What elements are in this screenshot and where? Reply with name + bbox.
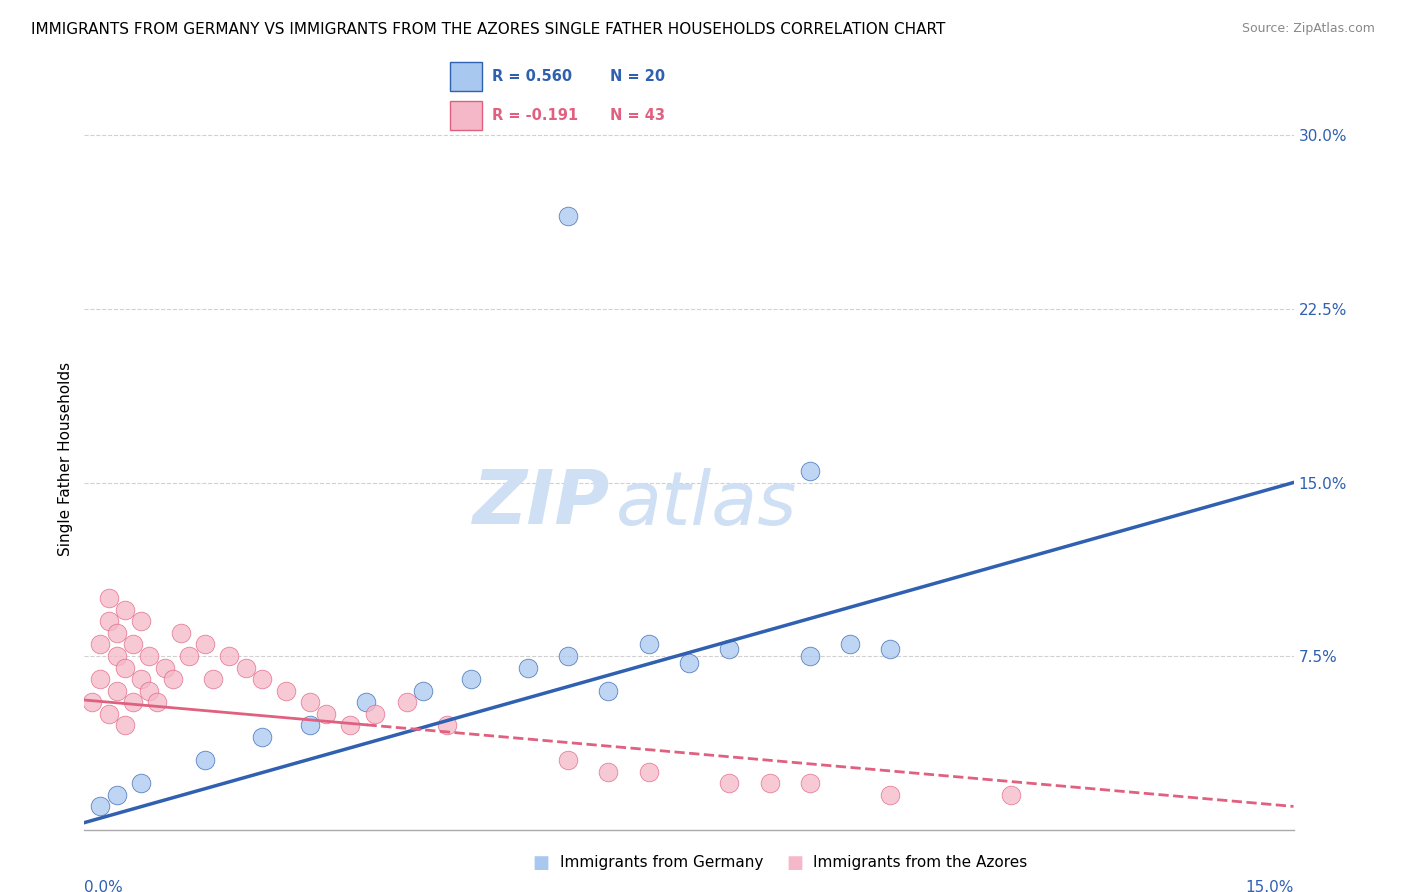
Point (121, 695, 143, 709)
Point (146, 695, 169, 709)
Point (799, 648, 821, 663)
Point (799, 776, 821, 790)
Point (557, 648, 579, 663)
Point (97, 706, 120, 721)
Text: R = -0.191: R = -0.191 (492, 108, 578, 123)
Point (89, 799, 111, 814)
Point (194, 753, 217, 767)
Point (879, 788, 901, 802)
Point (114, 603, 136, 617)
Point (718, 776, 741, 790)
Point (299, 718, 322, 732)
Point (339, 718, 361, 732)
Point (153, 660, 176, 674)
Text: ZIP: ZIP (472, 467, 610, 541)
Point (97, 615, 120, 629)
Point (129, 776, 152, 790)
Point (138, 683, 160, 698)
Point (179, 648, 201, 663)
Point (202, 672, 225, 686)
Point (89, 672, 111, 686)
Point (235, 660, 257, 674)
Text: Source: ZipAtlas.com: Source: ZipAtlas.com (1241, 22, 1375, 36)
Point (879, 642, 901, 657)
Point (121, 637, 143, 651)
Point (194, 637, 217, 651)
Point (105, 648, 128, 663)
Point (356, 695, 378, 709)
Point (557, 210, 579, 224)
Point (89, 637, 111, 651)
Point (274, 683, 297, 698)
Point (250, 730, 273, 744)
Point (138, 648, 160, 663)
Text: ■: ■ (786, 854, 803, 871)
Point (162, 672, 184, 686)
Point (460, 672, 482, 686)
Point (598, 683, 620, 698)
Text: N = 20: N = 20 (610, 69, 665, 84)
Text: R = 0.560: R = 0.560 (492, 69, 572, 84)
Text: atlas: atlas (616, 467, 797, 540)
Text: IMMIGRANTS FROM GERMANY VS IMMIGRANTS FROM THE AZORES SINGLE FATHER HOUSEHOLDS C: IMMIGRANTS FROM GERMANY VS IMMIGRANTS FR… (31, 22, 945, 37)
Point (516, 660, 538, 674)
Point (129, 615, 152, 629)
Point (637, 637, 659, 651)
Point (436, 718, 458, 732)
Bar (450, 101, 482, 130)
Text: ■: ■ (533, 854, 550, 871)
Point (114, 718, 136, 732)
Point (557, 753, 579, 767)
Point (105, 788, 128, 802)
Point (799, 464, 821, 478)
Point (839, 637, 862, 651)
Bar (450, 62, 482, 91)
Text: Immigrants from Germany: Immigrants from Germany (560, 855, 763, 870)
Point (412, 683, 434, 698)
Point (395, 695, 418, 709)
Point (114, 660, 136, 674)
Point (97, 591, 120, 606)
Point (218, 648, 240, 663)
Point (299, 695, 322, 709)
Y-axis label: Single Father Households: Single Father Households (58, 362, 73, 557)
Point (1000, 788, 1022, 802)
Point (82, 695, 104, 709)
Point (129, 672, 152, 686)
Point (758, 776, 780, 790)
Text: N = 43: N = 43 (610, 108, 665, 123)
Point (363, 706, 385, 721)
Point (315, 706, 337, 721)
Text: 0.0%: 0.0% (84, 880, 124, 892)
Point (250, 672, 273, 686)
Point (637, 764, 659, 779)
Point (598, 764, 620, 779)
Point (678, 656, 700, 670)
Text: 15.0%: 15.0% (1246, 880, 1294, 892)
Point (170, 626, 193, 640)
Point (105, 683, 128, 698)
Text: Immigrants from the Azores: Immigrants from the Azores (813, 855, 1026, 870)
Point (105, 626, 128, 640)
Point (718, 642, 741, 657)
